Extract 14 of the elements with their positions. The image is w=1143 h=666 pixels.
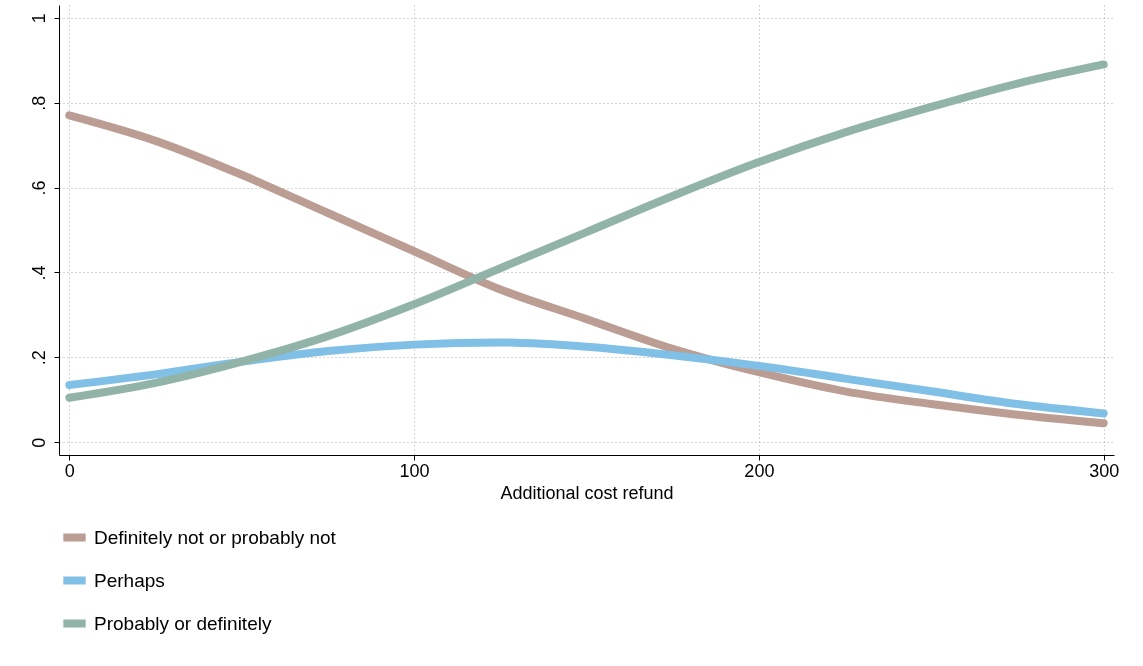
x-tick-label: 300 <box>1089 460 1120 481</box>
legend-label: Definitely not or probably not <box>94 526 337 548</box>
x-tick-label: 100 <box>399 460 430 481</box>
x-tick-label: 200 <box>744 460 775 481</box>
y-tick-label: .6 <box>28 180 49 196</box>
y-tick-label: 1 <box>28 13 49 24</box>
x-tick-label: 0 <box>64 460 75 481</box>
x-axis-title: Additional cost refund <box>500 482 674 503</box>
y-tick-label: .4 <box>28 265 49 281</box>
y-tick-label: 0 <box>28 437 49 448</box>
legend-label: Perhaps <box>94 569 165 591</box>
y-tick-label: .2 <box>28 350 49 366</box>
legend-label: Probably or definitely <box>94 612 272 634</box>
y-tick-label: .8 <box>28 95 49 111</box>
